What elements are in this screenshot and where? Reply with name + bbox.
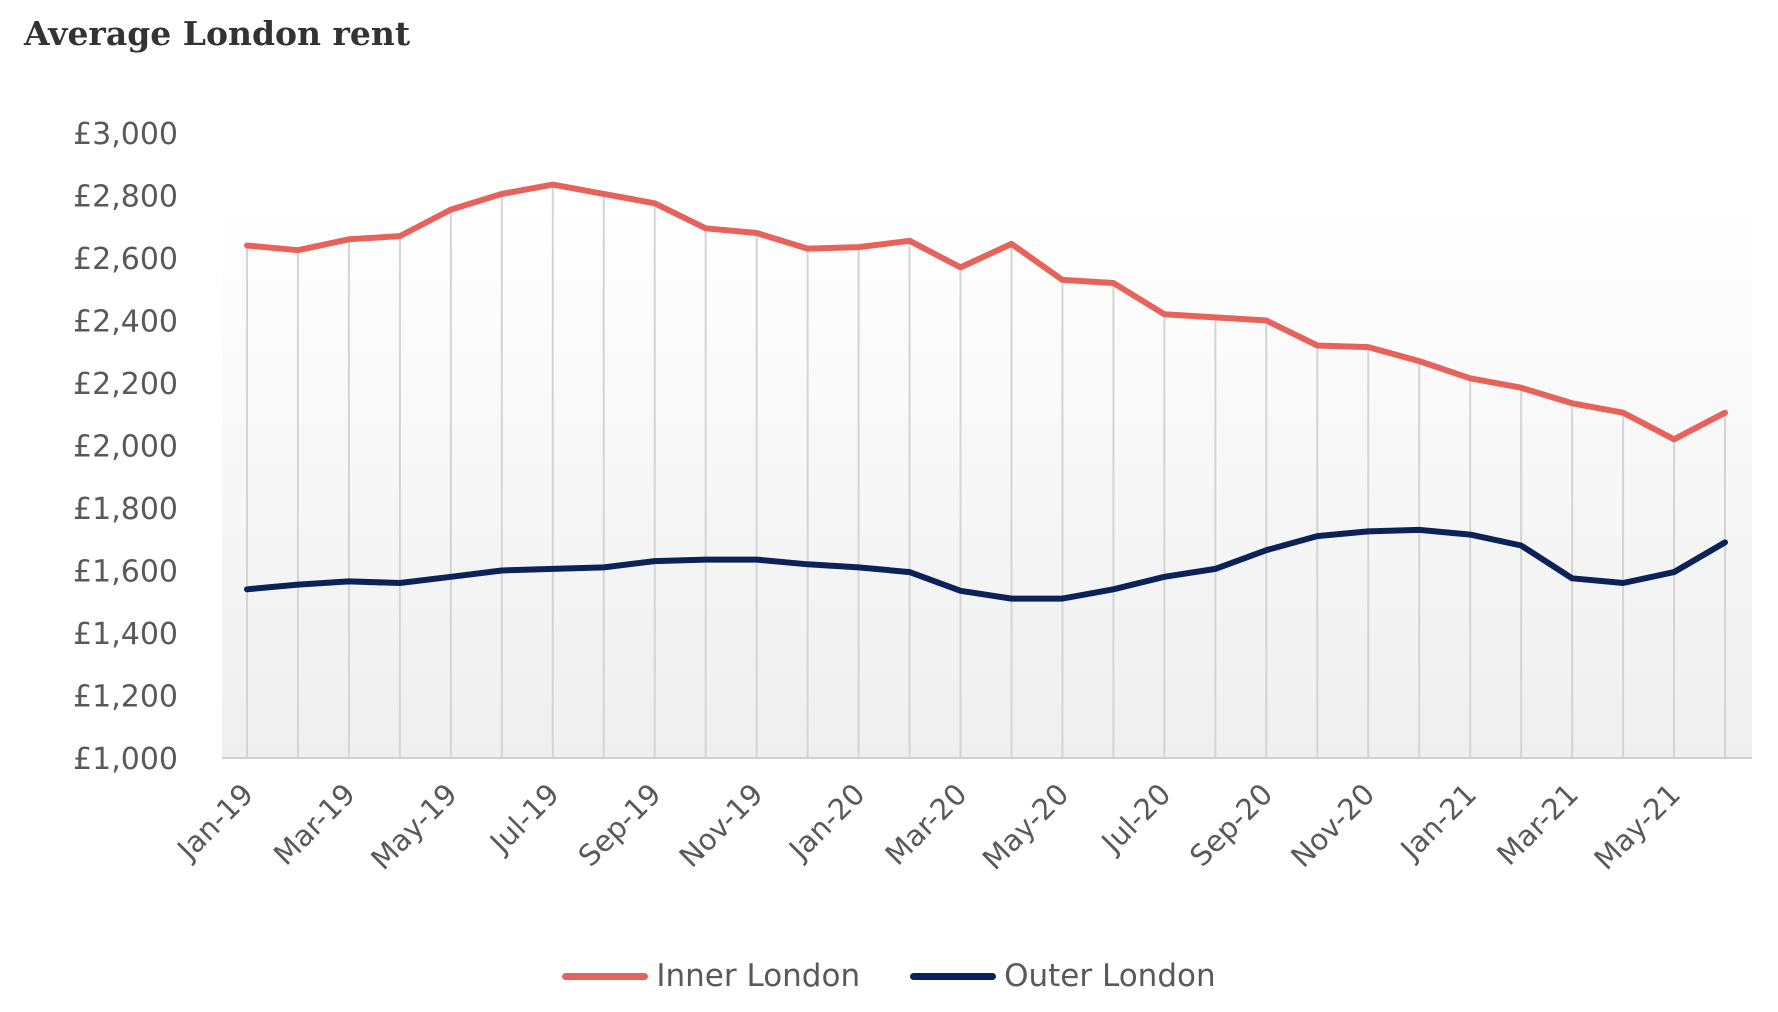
legend-label: Outer London (1004, 958, 1216, 994)
y-tick-label: £2,000 (73, 430, 178, 465)
y-tick-label: £2,600 (73, 242, 178, 277)
legend-swatch-inner (562, 972, 649, 980)
data-point (399, 235, 401, 237)
plot-area (222, 200, 1752, 758)
data-point (1673, 571, 1675, 573)
data-point (1112, 282, 1114, 284)
data-point (1622, 412, 1624, 414)
data-point (1010, 243, 1012, 245)
data-point (1163, 313, 1165, 315)
legend-item-outer-london: Outer London (910, 958, 1216, 994)
data-point (450, 209, 452, 211)
x-tick-label: Jan-21 (1393, 777, 1484, 868)
data-point (1520, 545, 1522, 546)
data-point (501, 193, 503, 195)
data-point (1316, 345, 1318, 346)
x-tick-label: May-21 (1587, 777, 1687, 877)
data-point (1367, 530, 1369, 532)
data-point (501, 570, 503, 571)
data-point (1061, 598, 1063, 600)
series-line-inner-london (244, 181, 1728, 443)
y-tick-label: £2,200 (73, 367, 178, 402)
data-point (246, 245, 248, 246)
data-point (552, 568, 554, 570)
x-tick-label: Jul-20 (1094, 777, 1178, 861)
data-point (960, 266, 962, 268)
data-point (297, 584, 299, 586)
legend-item-inner-london: Inner London (562, 958, 860, 994)
y-tick-label: £2,800 (73, 180, 178, 215)
data-point (1316, 535, 1318, 537)
x-tick-label: May-20 (976, 777, 1076, 877)
data-point (1469, 377, 1471, 379)
data-point (1418, 529, 1420, 531)
x-tick-label: Jan-20 (781, 777, 872, 868)
data-point (297, 249, 299, 251)
data-point (1163, 576, 1165, 578)
data-point (603, 193, 605, 195)
data-point (1469, 534, 1471, 536)
data-point (1724, 541, 1726, 543)
data-point (348, 238, 350, 240)
y-tick-label: £1,200 (73, 680, 178, 715)
y-tick-label: £1,800 (73, 492, 178, 527)
data-point (654, 560, 656, 562)
y-tick-label: £3,000 (73, 117, 178, 152)
x-tick-label: Jan-19 (169, 777, 260, 868)
data-point (1622, 582, 1624, 584)
data-point (552, 184, 554, 186)
data-point (1265, 549, 1267, 551)
x-tick-label: Mar-21 (1490, 777, 1585, 872)
data-point (1010, 598, 1012, 600)
data-point (1418, 360, 1420, 362)
chart-title: Average London rent (24, 14, 411, 53)
data-point (1520, 387, 1522, 389)
data-point (1214, 568, 1216, 570)
data-point (1367, 346, 1369, 348)
data-point (756, 232, 758, 234)
x-tick-label: Nov-20 (1284, 777, 1381, 874)
series-line-outer-london (244, 526, 1728, 602)
y-tick-label: £1,600 (73, 555, 178, 590)
x-tick-label: Sep-20 (1183, 777, 1279, 873)
data-point (1571, 577, 1573, 579)
data-point (246, 588, 248, 590)
legend-swatch-outer (910, 972, 997, 980)
x-tick-label: Nov-19 (673, 777, 770, 874)
data-point (399, 582, 401, 584)
data-point (756, 559, 758, 561)
data-point (1112, 588, 1114, 590)
y-tick-label: £1,400 (73, 617, 178, 652)
data-point (450, 576, 452, 578)
data-point (960, 590, 962, 592)
data-point (1724, 412, 1726, 414)
data-point (858, 566, 860, 568)
data-point (603, 566, 605, 568)
data-point (807, 563, 809, 565)
data-point (654, 202, 656, 204)
x-tick-label: Mar-19 (267, 777, 362, 872)
data-point (909, 240, 911, 242)
x-tick-label: Jul-19 (482, 777, 566, 861)
data-point (1061, 279, 1063, 281)
legend-label: Inner London (656, 958, 861, 994)
data-point (1673, 438, 1675, 440)
data-point (348, 580, 350, 582)
data-point (705, 227, 707, 229)
y-tick-label: £1,000 (73, 742, 178, 777)
data-point (909, 571, 911, 573)
data-point (1571, 402, 1573, 404)
data-point (705, 559, 707, 561)
x-tick-label: Mar-20 (879, 777, 974, 872)
data-point (858, 246, 860, 248)
data-point (1214, 316, 1216, 318)
x-tick-label: May-19 (364, 777, 464, 877)
y-tick-label: £2,400 (73, 305, 178, 340)
legend: Inner London Outer London (0, 958, 1778, 994)
data-point (807, 248, 809, 250)
data-point (1265, 320, 1267, 321)
x-tick-label: Sep-19 (571, 777, 667, 873)
